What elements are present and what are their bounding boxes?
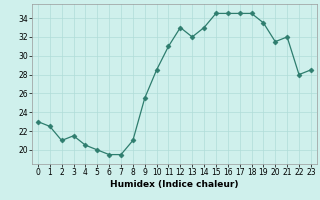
X-axis label: Humidex (Indice chaleur): Humidex (Indice chaleur) (110, 180, 239, 189)
